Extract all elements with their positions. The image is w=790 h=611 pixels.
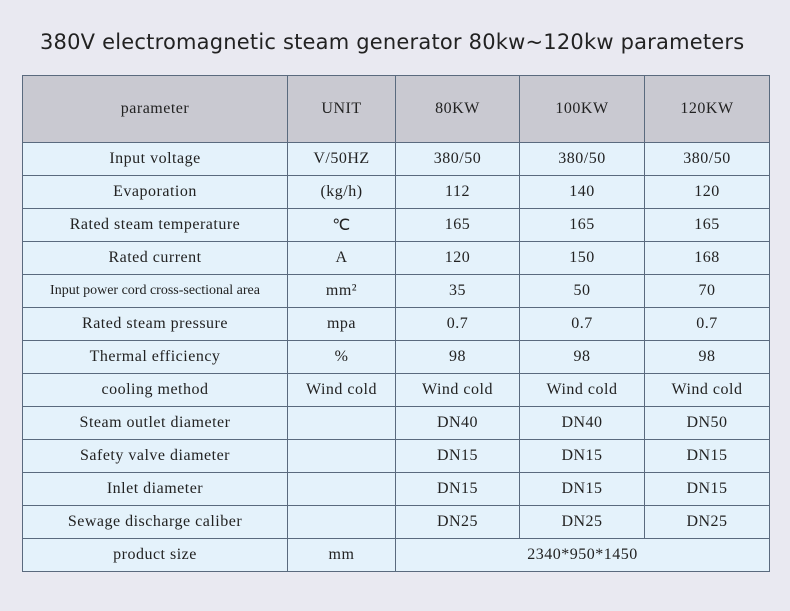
table-row: Inlet diameter DN15 DN15 DN15 <box>22 472 770 506</box>
table-cell: 165 <box>395 208 520 242</box>
table-cell <box>287 439 396 473</box>
table-cell: 98 <box>644 340 770 374</box>
table-row: Input power cord cross-sectional area mm²… <box>22 274 770 308</box>
header-row: parameter UNIT 80KW 100KW 120KW <box>22 75 770 143</box>
table-cell: Rated steam temperature <box>22 208 288 242</box>
table-cell: Thermal efficiency <box>22 340 288 374</box>
table-cell: 380/50 <box>644 142 770 176</box>
table-cell: 100KW <box>519 75 645 143</box>
table-cell: UNIT <box>287 75 396 143</box>
table-cell: cooling method <box>22 373 288 407</box>
table-cell: mpa <box>287 307 396 341</box>
table-cell: DN25 <box>395 505 520 539</box>
table-cell: Input power cord cross-sectional area <box>22 274 288 308</box>
table-cell: ℃ <box>287 208 396 242</box>
table-cell: Steam outlet diameter <box>22 406 288 440</box>
table-cell: 120 <box>644 175 770 209</box>
table-row: Evaporation (kg/h) 112 140 120 <box>22 175 770 209</box>
table-cell: 70 <box>644 274 770 308</box>
table-row: Input voltage V/50HZ 380/50 380/50 380/50 <box>22 142 770 176</box>
table-cell: DN15 <box>519 439 645 473</box>
table-cell: 120KW <box>644 75 770 143</box>
table-row: Rated steam temperature ℃ 165 165 165 <box>22 208 770 242</box>
table-cell: 35 <box>395 274 520 308</box>
table-cell: mm² <box>287 274 396 308</box>
table-cell: 140 <box>519 175 645 209</box>
parameter-table: parameter UNIT 80KW 100KW 120KW Input voltage… <box>22 75 770 572</box>
table-cell: DN15 <box>395 439 520 473</box>
table-cell: 112 <box>395 175 520 209</box>
table-cell: DN15 <box>519 472 645 506</box>
title: 380V electromagnetic steam generator 80k… <box>40 30 745 54</box>
table-row: product size mm 2340*950*1450 <box>22 538 770 572</box>
table-cell: DN15 <box>644 472 770 506</box>
table-cell: 165 <box>519 208 645 242</box>
table-cell: 98 <box>519 340 645 374</box>
table-cell: product size <box>22 538 288 572</box>
table-cell: DN40 <box>395 406 520 440</box>
table-cell <box>287 472 396 506</box>
table-cell: Wind cold <box>644 373 770 407</box>
table-cell: DN40 <box>519 406 645 440</box>
table-row: Safety valve diameter DN15 DN15 DN15 <box>22 439 770 473</box>
table-cell: DN50 <box>644 406 770 440</box>
table-cell: DN25 <box>644 505 770 539</box>
table-cell: A <box>287 241 396 275</box>
table-cell: 380/50 <box>395 142 520 176</box>
table-cell: 50 <box>519 274 645 308</box>
table-cell: 98 <box>395 340 520 374</box>
table-cell: 80KW <box>395 75 520 143</box>
table-cell: Wind cold <box>287 373 396 407</box>
table-row: Thermal efficiency% 98 98 98 <box>22 340 770 374</box>
table-cell: % <box>287 340 396 374</box>
table-cell: Rated steam pressure <box>22 307 288 341</box>
table-cell: 380/50 <box>519 142 645 176</box>
table-cell: Sewage discharge caliber <box>22 505 288 539</box>
table-cell: Inlet diameter <box>22 472 288 506</box>
table-row: Rated current A 120 150 168 <box>22 241 770 275</box>
table-cell <box>287 406 396 440</box>
table-cell: Wind cold <box>519 373 645 407</box>
table-cell: 168 <box>644 241 770 275</box>
table-cell: DN15 <box>644 439 770 473</box>
table-cell: DN25 <box>519 505 645 539</box>
table-cell <box>287 505 396 539</box>
table-cell: DN15 <box>395 472 520 506</box>
table-cell: Safety valve diameter <box>22 439 288 473</box>
table-cell: 0.7 <box>644 307 770 341</box>
table-row: Rated steam pressure mpa 0.7 0.7 0.7 <box>22 307 770 341</box>
table-cell: Wind cold <box>395 373 520 407</box>
table-cell: Rated current <box>22 241 288 275</box>
table-row: Sewage discharge caliber DN25 DN25 DN25 <box>22 505 770 539</box>
table-row: cooling method Wind cold Wind cold Wind col… <box>22 373 770 407</box>
table-cell: mm <box>287 538 396 572</box>
table-cell: 0.7 <box>395 307 520 341</box>
table-cell: 150 <box>519 241 645 275</box>
table-row: Steam outlet diameter DN40 DN40 DN50 <box>22 406 770 440</box>
table-cell: (kg/h) <box>287 175 396 209</box>
table-cell: 2340*950*1450 <box>395 538 770 572</box>
table-cell: V/50HZ <box>287 142 396 176</box>
table-cell: 165 <box>644 208 770 242</box>
table-cell: Evaporation <box>22 175 288 209</box>
table-cell: 0.7 <box>519 307 645 341</box>
table-cell: Input voltage <box>22 142 288 176</box>
table-cell: parameter <box>22 75 288 143</box>
table-cell: 120 <box>395 241 520 275</box>
